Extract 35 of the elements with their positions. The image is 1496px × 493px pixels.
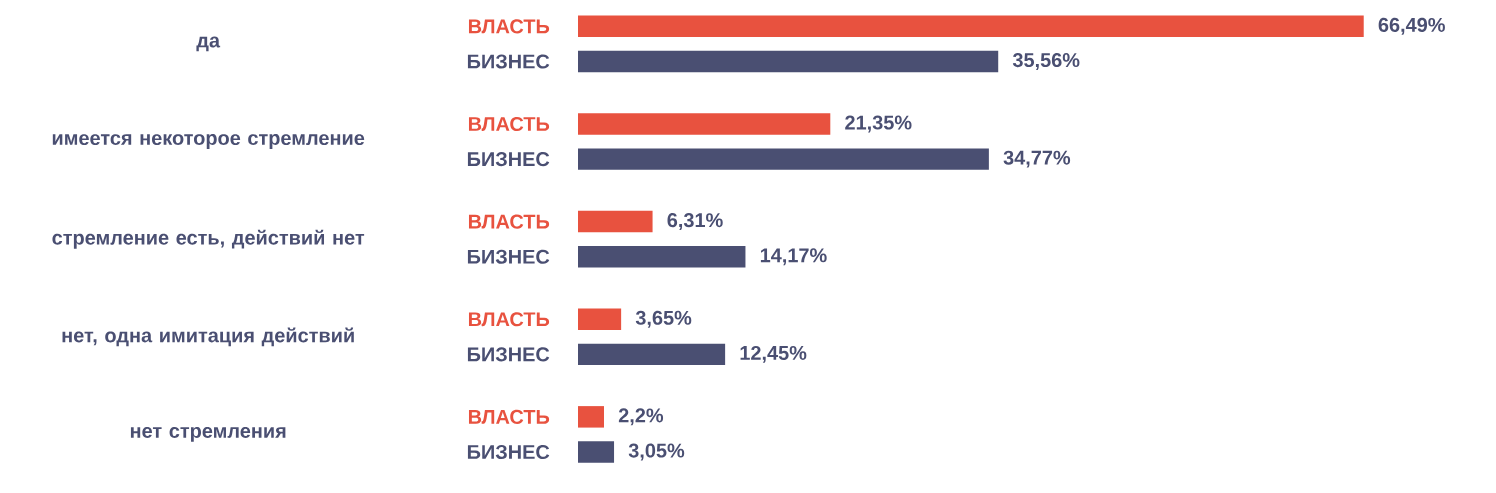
series-label: ВЛАСТЬ — [468, 19, 550, 34]
text: ВЛАСТЬ — [468, 214, 550, 229]
text: БИЗНЕС — [467, 347, 550, 362]
data-label: 34,77% — [1003, 150, 1071, 168]
y-tick-label: нет, одна имитация действий — [62, 327, 354, 347]
data-label: 21,35% — [845, 115, 912, 133]
bar — [578, 343, 726, 366]
data-label: 3,65% — [635, 310, 692, 328]
bar — [578, 406, 604, 428]
data-label: 6,31% — [667, 213, 723, 231]
text: ВЛАСТЬ — [468, 116, 550, 132]
series-label: БИЗНЕС — [467, 54, 550, 69]
bar — [578, 50, 999, 73]
data-label: 3,05% — [628, 443, 685, 461]
text: БИЗНЕС — [467, 249, 550, 264]
bar — [578, 148, 989, 170]
y-tick-label: имеется некоторое стремление — [52, 134, 365, 149]
bar — [578, 113, 831, 135]
data-label: 14,17% — [760, 248, 827, 266]
y-tick-label: да — [196, 36, 221, 52]
data-label: 66,49% — [1378, 17, 1445, 35]
bar — [578, 441, 615, 463]
text: ВЛАСТЬ — [468, 312, 550, 327]
bar — [578, 210, 653, 233]
bar — [578, 308, 622, 330]
data-label: 2,2% — [618, 408, 664, 426]
y-tick-label: стремление есть, действий нет — [52, 229, 365, 249]
data-label: 35,56% — [1012, 53, 1080, 70]
bar — [578, 246, 746, 268]
bar — [578, 15, 1364, 38]
data-label: 12,45% — [740, 345, 807, 363]
text: БИЗНЕС — [467, 152, 550, 167]
y-tick-label: нет стремления — [130, 426, 286, 442]
text: ВЛАСТЬ — [468, 409, 550, 424]
text: БИЗНЕС — [467, 444, 550, 460]
